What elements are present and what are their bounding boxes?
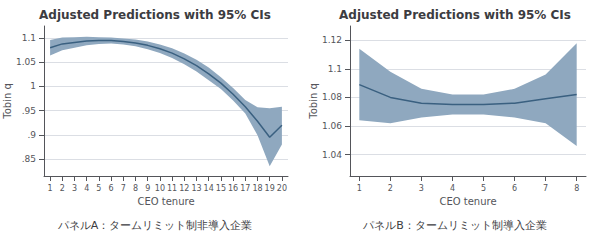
svg-text:.9: .9 [27,130,36,140]
svg-text:5: 5 [96,184,101,193]
svg-text:2: 2 [60,184,65,193]
svg-text:11: 11 [167,184,177,193]
svg-text:Adjusted Predictions with 95%: Adjusted Predictions with 95% CIs [39,8,271,22]
svg-text:1.08: 1.08 [322,92,342,102]
svg-text:1.06: 1.06 [322,121,342,131]
svg-text:18: 18 [252,184,262,193]
svg-text:19: 19 [265,184,275,193]
svg-text:7: 7 [121,184,126,193]
svg-text:2: 2 [388,184,393,193]
svg-text:1.05: 1.05 [16,57,36,67]
svg-text:5: 5 [481,184,486,193]
svg-text:8: 8 [133,184,138,193]
svg-text:15: 15 [216,184,226,193]
svg-text:7: 7 [543,184,548,193]
svg-text:CEO tenure: CEO tenure [439,196,496,207]
svg-text:12: 12 [179,184,189,193]
svg-text:3: 3 [419,184,424,193]
svg-text:20: 20 [277,184,287,193]
svg-text:16: 16 [228,184,238,193]
svg-text:.95: .95 [22,106,36,116]
svg-text:4: 4 [84,184,89,193]
svg-text:Tobin q: Tobin q [308,83,319,120]
svg-text:Adjusted Predictions with 95%: Adjusted Predictions with 95% CIs [339,8,571,22]
svg-text:パネルA：タームリミット制非導入企業: パネルA：タームリミット制非導入企業 [57,219,253,232]
svg-text:1: 1 [30,81,36,91]
svg-text:10: 10 [155,184,165,193]
svg-text:4: 4 [450,184,455,193]
svg-text:9: 9 [145,184,150,193]
svg-text:3: 3 [72,184,77,193]
svg-text:6: 6 [109,184,114,193]
svg-text:14: 14 [204,184,214,193]
svg-text:Tobin q: Tobin q [2,83,13,120]
svg-text:1.12: 1.12 [322,35,342,45]
svg-text:6: 6 [512,184,517,193]
svg-text:1.1: 1.1 [22,33,36,43]
svg-text:.85: .85 [22,154,36,164]
svg-text:1.1: 1.1 [328,64,342,74]
svg-text:1: 1 [48,184,53,193]
svg-text:17: 17 [240,184,250,193]
svg-text:13: 13 [191,184,201,193]
svg-text:1.04: 1.04 [322,150,342,160]
svg-text:8: 8 [574,184,579,193]
svg-text:パネルB：タームリミット制導入企業: パネルB：タームリミット制導入企業 [362,219,547,232]
svg-text:1: 1 [357,184,362,193]
svg-text:CEO tenure: CEO tenure [137,196,194,207]
